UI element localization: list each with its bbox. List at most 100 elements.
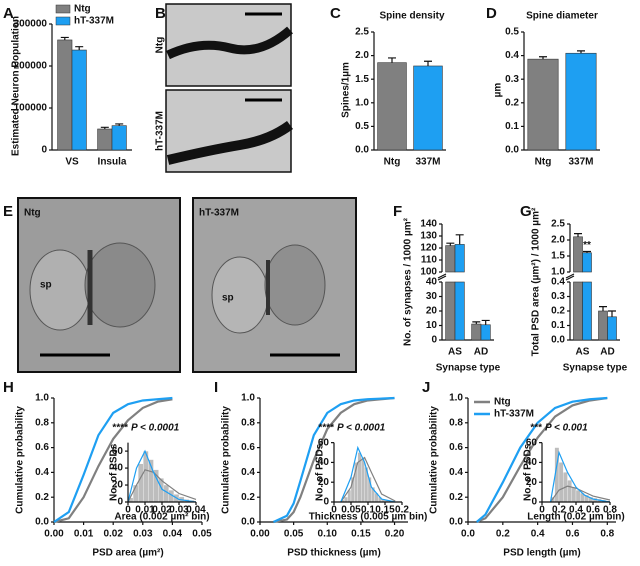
dendrite [166,26,293,60]
y-tick-label: 0.2 [35,492,49,503]
y-tick-label: 100 [420,267,437,278]
bar [454,281,465,341]
bar [480,324,491,341]
y-tick-label: 40 [318,457,330,468]
bar [71,49,87,151]
panel-letter: F [393,203,402,220]
y-axis-label: Cumulative probability [429,406,440,514]
legend-label: hT-337M [74,16,114,27]
panel-letter: H [3,379,14,396]
legend-label: Ntg [74,4,91,15]
x-axis-label: Synapse type [436,363,501,374]
significance: *** [530,422,542,433]
y-tick-label: 0.4 [505,50,519,61]
x-tick-label: 0.8 [603,505,617,516]
x-tick-label: 337M [415,157,440,168]
y-tick-label: 0.2 [551,306,565,317]
y-tick-label: 0.0 [355,145,369,156]
y-tick-label: 1.0 [355,97,369,108]
x-tick-label: 0.2 [395,505,409,516]
inset-x-label: Length (0.02 µm bin) [527,512,624,523]
spine [211,256,269,334]
bar [582,252,592,273]
error-bar [75,46,84,51]
terminal [264,244,326,326]
x-tick-label: 0.6 [586,505,600,516]
error-bar [481,319,490,325]
legend-swatch [55,4,71,14]
bar [57,39,73,151]
bar [454,244,465,273]
y-tick-label: 0.8 [241,417,255,428]
x-tick-label: 0.4 [531,529,545,540]
y-tick-label: 40 [426,277,438,288]
panel-letter: J [422,379,430,396]
x-tick-label: 0 [331,505,337,516]
bar [445,281,456,341]
error-bar [388,57,396,63]
bar [565,52,597,151]
bar [598,310,608,341]
x-tick-label: 0.01 [135,505,155,516]
y-tick-label: 40 [526,457,538,468]
inset-x-label: Thickness (0.005 µm bin) [309,512,428,523]
axis-break [565,275,575,281]
y-tick-label: 2.5 [551,219,565,230]
error-bar [60,36,69,40]
y-tick-label: 10 [426,320,438,331]
y-tick-label: 0.1 [505,121,519,132]
y-tick-label: 0 [117,497,123,508]
y-tick-label: 40 [112,463,124,474]
significance: **** [112,422,128,433]
y-axis-label: µm [493,83,504,98]
y-tick-label: 1.0 [551,267,565,278]
x-tick-label: 0.05 [341,505,361,516]
y-tick-label: 2.5 [355,27,369,38]
x-tick-label: 0.15 [351,529,371,540]
y-tick-label: 60 [318,437,330,448]
x-tick-label: 0.8 [600,529,614,540]
bar [573,236,583,273]
x-tick-label: 0.00 [250,529,270,540]
x-axis-label: PSD area (µm²) [92,548,163,559]
y-tick-label: 140 [420,219,437,230]
x-tick-label: AS [448,347,462,358]
image-label: hT-337M [199,208,239,219]
error-bar [424,60,432,66]
panel-letter: A [3,5,14,22]
bar [377,62,407,151]
y-tick-label: 0 [323,497,329,508]
bar [413,65,443,151]
significance: **** [318,422,334,433]
x-tick-label: VS [65,157,79,168]
y-axis-label: Total PSD area (µm²) / 1000 µm² [531,207,542,356]
y-tick-label: 130 [420,231,437,242]
x-tick-label: AD [600,347,614,358]
p-value: P < 0.0001 [337,422,386,433]
y-tick-label: 0.3 [505,74,519,85]
y-tick-label: 0.5 [355,121,369,132]
x-tick-label: 0 [125,505,131,516]
y-tick-label: 0.2 [241,492,255,503]
axis-break [565,273,575,279]
x-tick-label: 0.0 [461,529,475,540]
panel-letter: B [155,5,166,22]
x-tick-label: 0.15 [375,505,395,516]
error-bar [455,234,464,245]
x-tick-label: 0.4 [569,505,583,516]
y-tick-label: 0 [41,145,47,156]
y-tick-label: 1.0 [35,393,49,404]
legend-label: Ntg [494,397,511,408]
y-tick-label: 0.5 [505,27,519,38]
error-bar [577,50,585,54]
y-tick-label: 0.4 [241,467,255,478]
histogram-bar [571,487,577,503]
error-bar [446,242,455,246]
x-tick-label: AD [474,347,488,358]
histogram-bar [575,489,581,503]
fit-line [127,449,197,503]
fit-line [340,456,396,503]
error-bar [472,321,481,325]
image-label: hT-337M [155,111,166,151]
